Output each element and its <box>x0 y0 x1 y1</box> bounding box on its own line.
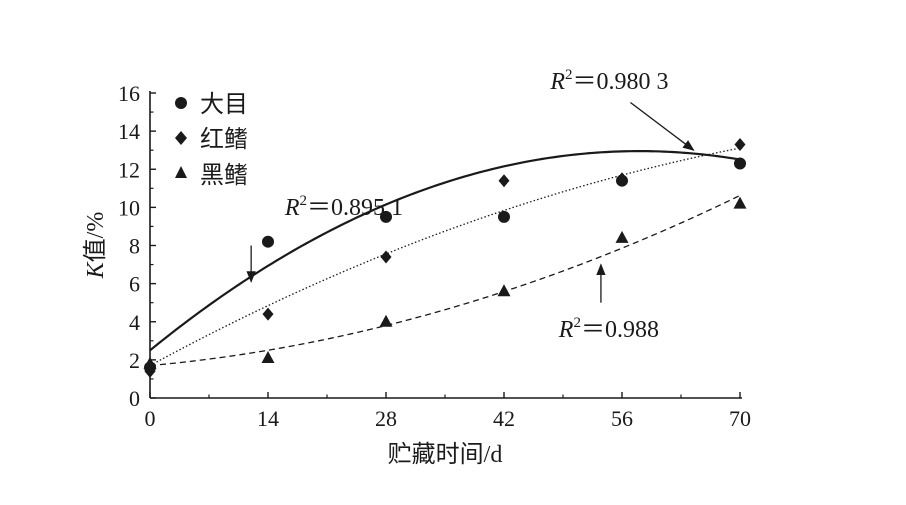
y-tick-label: 10 <box>118 195 140 220</box>
legend-label: 大目 <box>200 90 248 118</box>
y-tick-label: 0 <box>129 386 140 411</box>
data-point-triangle <box>379 314 393 327</box>
x-tick-label: 0 <box>145 406 156 431</box>
y-tick-label: 2 <box>129 348 140 373</box>
legend-item: 黑鳍 <box>175 161 248 189</box>
r2-symbol: R <box>549 69 565 95</box>
legend-triangle-marker <box>175 166 187 178</box>
legend-circle-marker <box>175 97 187 109</box>
data-point-triangle <box>261 350 275 363</box>
r2-superscript: 2 <box>565 67 573 83</box>
r2-superscript: 2 <box>573 315 581 331</box>
x-axis-title: 贮藏时间/d <box>388 441 503 468</box>
r2-symbol: R <box>284 195 300 221</box>
svg-text:K值/%: K值/% <box>82 212 109 280</box>
data-point-diamond <box>734 137 746 151</box>
x-tick-label: 14 <box>257 406 279 431</box>
y-tick-label: 12 <box>118 157 140 182</box>
data-point-triangle <box>733 196 747 209</box>
legend-label: 红鳍 <box>200 125 248 153</box>
y-axis-title-k: K <box>83 260 109 279</box>
x-tick-label: 42 <box>493 406 515 431</box>
data-point-circle <box>734 157 746 170</box>
r2-value: ＝0.895 1 <box>307 195 403 221</box>
data-points <box>143 137 747 378</box>
y-axis-title: K值/% <box>82 212 109 280</box>
y-tick-label: 16 <box>118 81 140 106</box>
r2-label: R2＝0.988 <box>558 315 659 343</box>
y-tick-label: 4 <box>129 310 140 335</box>
r2-label: R2＝0.895 1 <box>284 193 403 221</box>
y-tick-label: 14 <box>118 119 140 144</box>
legend-item: 红鳍 <box>175 125 248 153</box>
fit-curve-dotted <box>149 147 741 367</box>
data-point-circle <box>498 210 510 223</box>
r2-superscript: 2 <box>300 193 308 209</box>
legend: 大目 红鳍 黑鳍 <box>175 90 248 189</box>
fit-curve-dashed <box>149 194 741 367</box>
data-point-triangle <box>143 356 157 369</box>
x-tick-label: 56 <box>611 406 633 431</box>
legend-label: 黑鳍 <box>200 161 248 189</box>
data-point-triangle <box>497 284 511 297</box>
data-point-diamond <box>616 172 628 186</box>
legend-diamond-marker <box>175 131 187 145</box>
x-tick-label: 28 <box>375 406 397 431</box>
y-axis-title-rest: 值/% <box>82 212 109 263</box>
data-point-diamond <box>498 174 510 188</box>
axes: 0 2 4 6 8 10 12 14 16 0 14 28 42 56 70 <box>118 81 751 431</box>
x-tick-label: 70 <box>729 406 751 431</box>
y-tick-label: 6 <box>129 272 140 297</box>
data-point-circle <box>262 235 274 248</box>
r2-label: R2＝0.980 3 <box>549 67 668 95</box>
r2-value: ＝0.988 <box>581 317 659 343</box>
data-point-triangle <box>615 230 629 243</box>
r2-value: ＝0.980 3 <box>573 69 669 95</box>
data-point-circle <box>380 210 392 223</box>
r2-annotations: R2＝0.895 1R2＝0.980 3R2＝0.988 <box>246 67 695 343</box>
data-point-diamond <box>380 250 392 264</box>
r2-symbol: R <box>558 317 574 343</box>
legend-item: 大目 <box>175 90 248 118</box>
y-tick-label: 8 <box>129 234 140 259</box>
annotation-arrow <box>630 102 695 151</box>
data-point-diamond <box>262 307 274 321</box>
